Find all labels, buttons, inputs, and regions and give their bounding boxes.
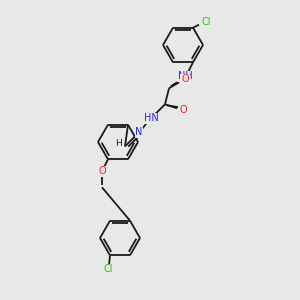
Text: N: N <box>135 127 143 137</box>
Text: O: O <box>179 105 187 115</box>
Text: NH: NH <box>178 71 192 81</box>
Text: Cl: Cl <box>201 17 211 27</box>
Text: O: O <box>98 166 106 176</box>
Text: HN: HN <box>144 113 158 123</box>
Text: H: H <box>115 139 122 148</box>
Text: O: O <box>181 74 189 84</box>
Text: Cl: Cl <box>103 264 113 274</box>
